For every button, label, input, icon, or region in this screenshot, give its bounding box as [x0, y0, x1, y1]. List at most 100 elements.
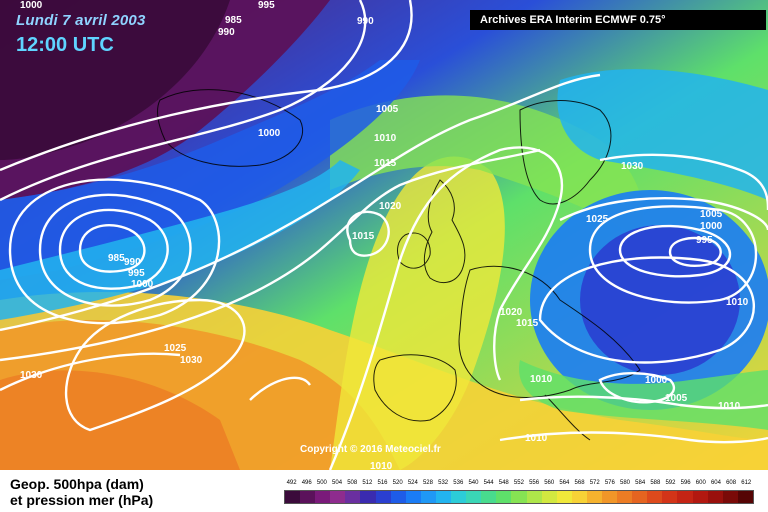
color-scale-labels: 492 496 500 504 508 512 516 520 524 528 532 536 540 5… — [284, 480, 754, 490]
scale-color-swatch — [556, 491, 572, 503]
scale-color-swatch — [647, 491, 663, 503]
scale-value-label: 584 — [635, 480, 646, 486]
isobar-label: 1010 — [525, 433, 548, 444]
isobar-label: 990 — [357, 16, 374, 27]
green-belt-south-east — [519, 360, 768, 430]
scale-color-swatch — [345, 491, 361, 503]
continental-europe-coast — [458, 265, 641, 398]
isobar-label: 1015 — [352, 231, 375, 242]
scale-value-label: 604 — [710, 480, 721, 486]
scale-value-label: 540 — [468, 480, 479, 486]
isobar-1005-east — [588, 205, 758, 304]
scale-value-label: 612 — [741, 480, 752, 486]
isobar-label: 1015 — [374, 158, 397, 169]
deep-low-nw — [0, 0, 230, 160]
scale-color-swatch — [390, 491, 406, 503]
scale-color-swatch — [541, 491, 557, 503]
scale-color-swatch — [300, 491, 316, 503]
isobar-label: 985 — [108, 253, 125, 264]
isobar-1025-east — [559, 196, 768, 231]
scale-value-label: 532 — [438, 480, 449, 486]
isobar-label: 1020 — [379, 201, 402, 212]
isobar-label: 1005 — [376, 104, 399, 115]
scale-color-swatch — [586, 491, 602, 503]
scale-color-swatch — [601, 491, 618, 503]
scale-value-label: 564 — [559, 480, 570, 486]
isobar-1015-closed — [346, 210, 390, 257]
geopotential-map: Lundi 7 avril 2003 12:00 UTC Archives ER… — [0, 0, 768, 470]
scale-value-label: 600 — [695, 480, 706, 486]
scale-value-label: 568 — [574, 480, 585, 486]
color-scale-bar — [284, 490, 754, 504]
scale-value-label: 592 — [665, 480, 676, 486]
isobar-1030-mid — [249, 376, 311, 401]
scale-value-label: 560 — [544, 480, 555, 486]
ireland-coast — [397, 232, 431, 269]
scale-value-label: 580 — [620, 480, 631, 486]
scale-value-label: 596 — [680, 480, 691, 486]
map-canvas — [0, 0, 768, 470]
scale-value-label: 544 — [483, 480, 494, 486]
isobar-label: 995 — [696, 235, 713, 246]
copyright-label: Copyright © 2016 Meteociel.fr — [300, 444, 441, 455]
isobar-label: 990 — [124, 257, 141, 268]
scale-color-swatch — [315, 491, 331, 503]
scale-color-swatch — [692, 491, 708, 503]
iberia-coast — [373, 354, 457, 422]
scale-value-label: 496 — [301, 480, 312, 486]
isobar-label: 1010 — [374, 133, 397, 144]
isobar-label: 1025 — [164, 343, 187, 354]
isobar-label: 1005 — [700, 209, 723, 220]
italy-coast — [544, 394, 591, 441]
iceland-greenland-coast — [157, 89, 304, 167]
scale-color-swatch — [405, 491, 421, 503]
isobar-low-995 — [38, 193, 192, 307]
isobar-low-990 — [58, 208, 169, 290]
scale-value-label: 576 — [604, 480, 615, 486]
scale-value-label: 572 — [589, 480, 600, 486]
isobar-1010 — [0, 73, 601, 332]
isobar-1010-south — [499, 431, 768, 444]
cyan-band-atlantic — [0, 160, 360, 320]
scale-color-swatch — [677, 491, 693, 503]
archive-source-label: Archives ERA Interim ECMWF 0.75° — [470, 10, 766, 30]
isobar-1015 — [0, 148, 541, 362]
great-britain-coast — [423, 179, 466, 283]
scale-color-swatch — [451, 491, 467, 503]
scale-value-label: 520 — [392, 480, 403, 486]
scale-color-swatch — [435, 491, 452, 503]
scale-color-swatch — [511, 491, 527, 503]
legend-title-geopotential: Geop. 500hpa (dam) — [10, 476, 144, 492]
isobar-label: 995 — [258, 0, 275, 11]
isobar-1005-north — [0, 0, 413, 172]
scale-color-swatch — [466, 491, 482, 503]
scale-color-swatch — [496, 491, 512, 503]
date-label: Lundi 7 avril 2003 — [16, 12, 146, 29]
time-label: 12:00 UTC — [16, 34, 114, 56]
scale-color-swatch — [707, 491, 723, 503]
scale-value-label: 504 — [332, 480, 343, 486]
isobar-1005-south-east — [519, 395, 768, 410]
isobar-label: 1000 — [258, 128, 281, 139]
legend-panel: Geop. 500hpa (dam) et pression mer (hPa)… — [0, 470, 768, 512]
scale-value-label: 552 — [513, 480, 524, 486]
isobar-label: 1030 — [20, 370, 43, 381]
scale-color-swatch — [632, 491, 648, 503]
scale-value-label: 524 — [407, 480, 418, 486]
scale-color-swatch — [420, 491, 436, 503]
isobars — [0, 0, 768, 470]
isobar-label: 1010 — [726, 297, 749, 308]
scale-value-label: 508 — [347, 480, 358, 486]
scale-value-label: 548 — [498, 480, 509, 486]
isobar-label: 1000 — [131, 279, 154, 290]
scandinavia-coast — [519, 100, 612, 205]
scale-color-swatch — [285, 491, 301, 503]
scale-color-swatch — [737, 491, 753, 503]
isobar-1020 — [328, 146, 563, 470]
isobar-label: 1010 — [370, 461, 393, 470]
scale-color-swatch — [330, 491, 346, 503]
scale-value-label: 500 — [316, 480, 327, 486]
scale-color-swatch — [662, 491, 678, 503]
isobar-label: 1015 — [516, 318, 539, 329]
isobar-995-east — [668, 236, 722, 267]
